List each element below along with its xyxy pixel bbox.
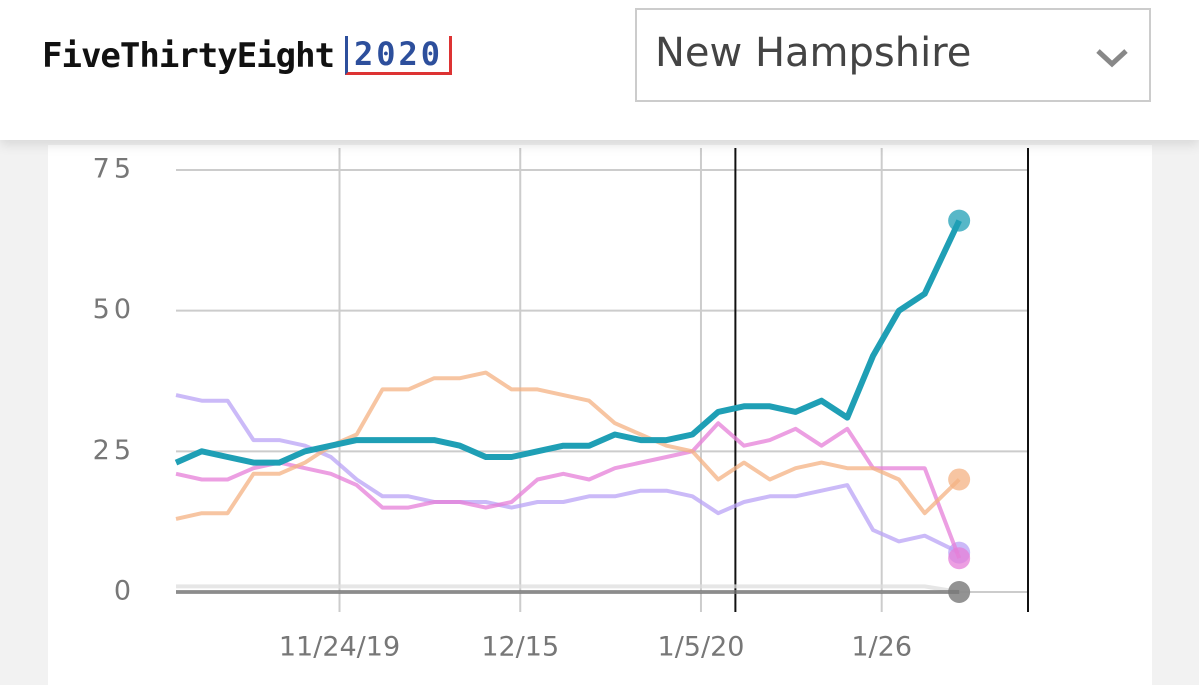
series-line [174, 219, 962, 466]
chevron-icon [1096, 49, 1128, 68]
series-line [175, 393, 961, 555]
y-tick-label: 75 [93, 154, 135, 185]
end-dot [948, 581, 971, 603]
state-selector[interactable]: New Hampshire [635, 8, 1151, 102]
x-tick-label: 1/26 [851, 632, 912, 663]
end-dot [948, 468, 971, 491]
series-line [175, 370, 961, 521]
end-dot [948, 209, 971, 232]
badge: 2020 [345, 36, 453, 75]
y-tick-label: 25 [93, 435, 135, 466]
series-line [176, 584, 960, 594]
selector-text: New Hampshire [655, 30, 972, 76]
x-tick-label: 12/15 [481, 632, 559, 663]
end-dot [948, 547, 971, 570]
y-tick-label: 50 [93, 294, 135, 325]
header: FiveThirtyEight 2020 New Hampshire [0, 0, 1199, 140]
series-line [175, 421, 962, 559]
x-tick-label: 11/24/19 [279, 632, 400, 663]
y-tick-label: 0 [114, 576, 135, 607]
x-tick-label: 1/5/20 [658, 632, 745, 663]
logo[interactable]: FiveThirtyEight [42, 36, 335, 76]
